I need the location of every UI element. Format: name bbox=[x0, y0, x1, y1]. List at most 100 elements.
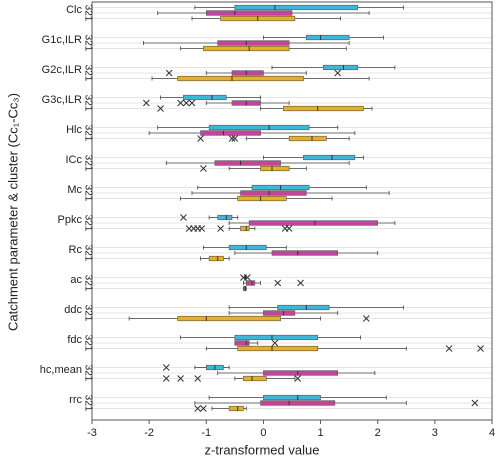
outlier bbox=[162, 364, 170, 371]
category-label: Ppkc bbox=[58, 214, 83, 226]
x-tick-label: 0 bbox=[260, 427, 266, 439]
box bbox=[323, 64, 359, 71]
category-label: Rc bbox=[69, 244, 83, 256]
cluster-label: 321 bbox=[82, 65, 93, 82]
box bbox=[228, 405, 244, 412]
outlier bbox=[188, 99, 196, 107]
category-label: rrc bbox=[69, 394, 82, 406]
box bbox=[234, 4, 359, 11]
box bbox=[214, 160, 281, 166]
plot-frame bbox=[91, 1, 493, 421]
outlier bbox=[177, 375, 184, 382]
outlier bbox=[177, 99, 184, 107]
outlier bbox=[194, 375, 202, 382]
outlier bbox=[194, 405, 202, 412]
outlier bbox=[471, 399, 479, 407]
box bbox=[177, 75, 304, 82]
box bbox=[245, 280, 256, 286]
box bbox=[208, 124, 310, 131]
category-label: ddc bbox=[64, 304, 82, 316]
outlier bbox=[285, 225, 293, 232]
cluster-label: 321 bbox=[82, 95, 93, 112]
box bbox=[208, 255, 224, 262]
category-label: Clc bbox=[66, 4, 82, 16]
box bbox=[283, 105, 364, 112]
category-label: ICc bbox=[66, 154, 83, 166]
category-label: G1c,ILR bbox=[42, 34, 82, 46]
cluster-label: 321 bbox=[82, 365, 93, 382]
outlier bbox=[362, 315, 370, 322]
outlier bbox=[142, 99, 150, 107]
box bbox=[237, 345, 319, 352]
category-label: ac bbox=[70, 274, 82, 286]
outlier bbox=[157, 105, 164, 112]
cluster-label: 321 bbox=[82, 245, 93, 262]
outlier bbox=[274, 279, 282, 287]
outlier bbox=[445, 345, 453, 352]
cluster-label: 321 bbox=[82, 305, 93, 322]
outlier bbox=[165, 69, 173, 77]
box bbox=[248, 220, 379, 226]
box bbox=[305, 34, 350, 41]
y-axis-label: Catchment parameter & cluster (Cc₁-Cc₃) bbox=[5, 93, 20, 331]
x-tick-label: -1 bbox=[201, 427, 211, 439]
box bbox=[240, 225, 250, 232]
box bbox=[277, 304, 330, 311]
box bbox=[183, 94, 227, 101]
outlier bbox=[271, 339, 279, 347]
cluster-label: 321 bbox=[82, 275, 93, 292]
box bbox=[288, 135, 327, 142]
cluster-label: 321 bbox=[82, 185, 93, 202]
category-label: Mc bbox=[67, 184, 82, 196]
x-tick-label: -3 bbox=[87, 427, 97, 439]
outlier bbox=[244, 274, 251, 281]
x-tick-label: 4 bbox=[489, 427, 495, 439]
category-label: fdc bbox=[67, 334, 82, 346]
outlier bbox=[180, 214, 187, 221]
x-tick-label: 3 bbox=[432, 427, 438, 439]
box bbox=[203, 45, 290, 52]
cluster-label: 321 bbox=[82, 215, 93, 232]
x-tick-label: -2 bbox=[144, 427, 154, 439]
cluster-label: 321 bbox=[82, 335, 93, 352]
box bbox=[228, 244, 267, 251]
box bbox=[177, 315, 281, 322]
cluster-label: 321 bbox=[82, 5, 93, 22]
box bbox=[205, 10, 293, 16]
x-tick-label: 2 bbox=[375, 427, 381, 439]
category-label: G3c,ILR bbox=[42, 94, 82, 106]
outlier bbox=[198, 225, 206, 232]
box bbox=[234, 340, 250, 346]
box bbox=[217, 40, 290, 46]
category-label: Hlc bbox=[66, 124, 82, 136]
category-label: G2c,ILR bbox=[42, 64, 82, 76]
outlier bbox=[162, 375, 170, 382]
box bbox=[263, 394, 321, 401]
outlier bbox=[477, 345, 484, 352]
box bbox=[263, 310, 296, 316]
box bbox=[234, 334, 319, 341]
box bbox=[200, 130, 261, 136]
box bbox=[231, 70, 264, 76]
box bbox=[303, 154, 356, 161]
x-axis-label: z-transformed value bbox=[205, 442, 320, 457]
cluster-label: 321 bbox=[82, 125, 93, 142]
box bbox=[263, 370, 339, 376]
outlier bbox=[294, 375, 302, 382]
cluster-label: 321 bbox=[82, 35, 93, 52]
outlier bbox=[231, 135, 239, 142]
cluster-label: 321 bbox=[82, 155, 93, 172]
outlier bbox=[334, 69, 342, 77]
category-label: hc,mean bbox=[40, 364, 82, 376]
outlier bbox=[217, 225, 224, 232]
box bbox=[260, 165, 290, 172]
outlier bbox=[200, 405, 207, 412]
box bbox=[240, 190, 307, 196]
cluster-label: 321 bbox=[82, 395, 93, 412]
box bbox=[260, 400, 336, 406]
outlier bbox=[200, 165, 207, 172]
outlier bbox=[228, 135, 236, 142]
box bbox=[237, 195, 287, 202]
x-tick-label: 1 bbox=[318, 427, 324, 439]
